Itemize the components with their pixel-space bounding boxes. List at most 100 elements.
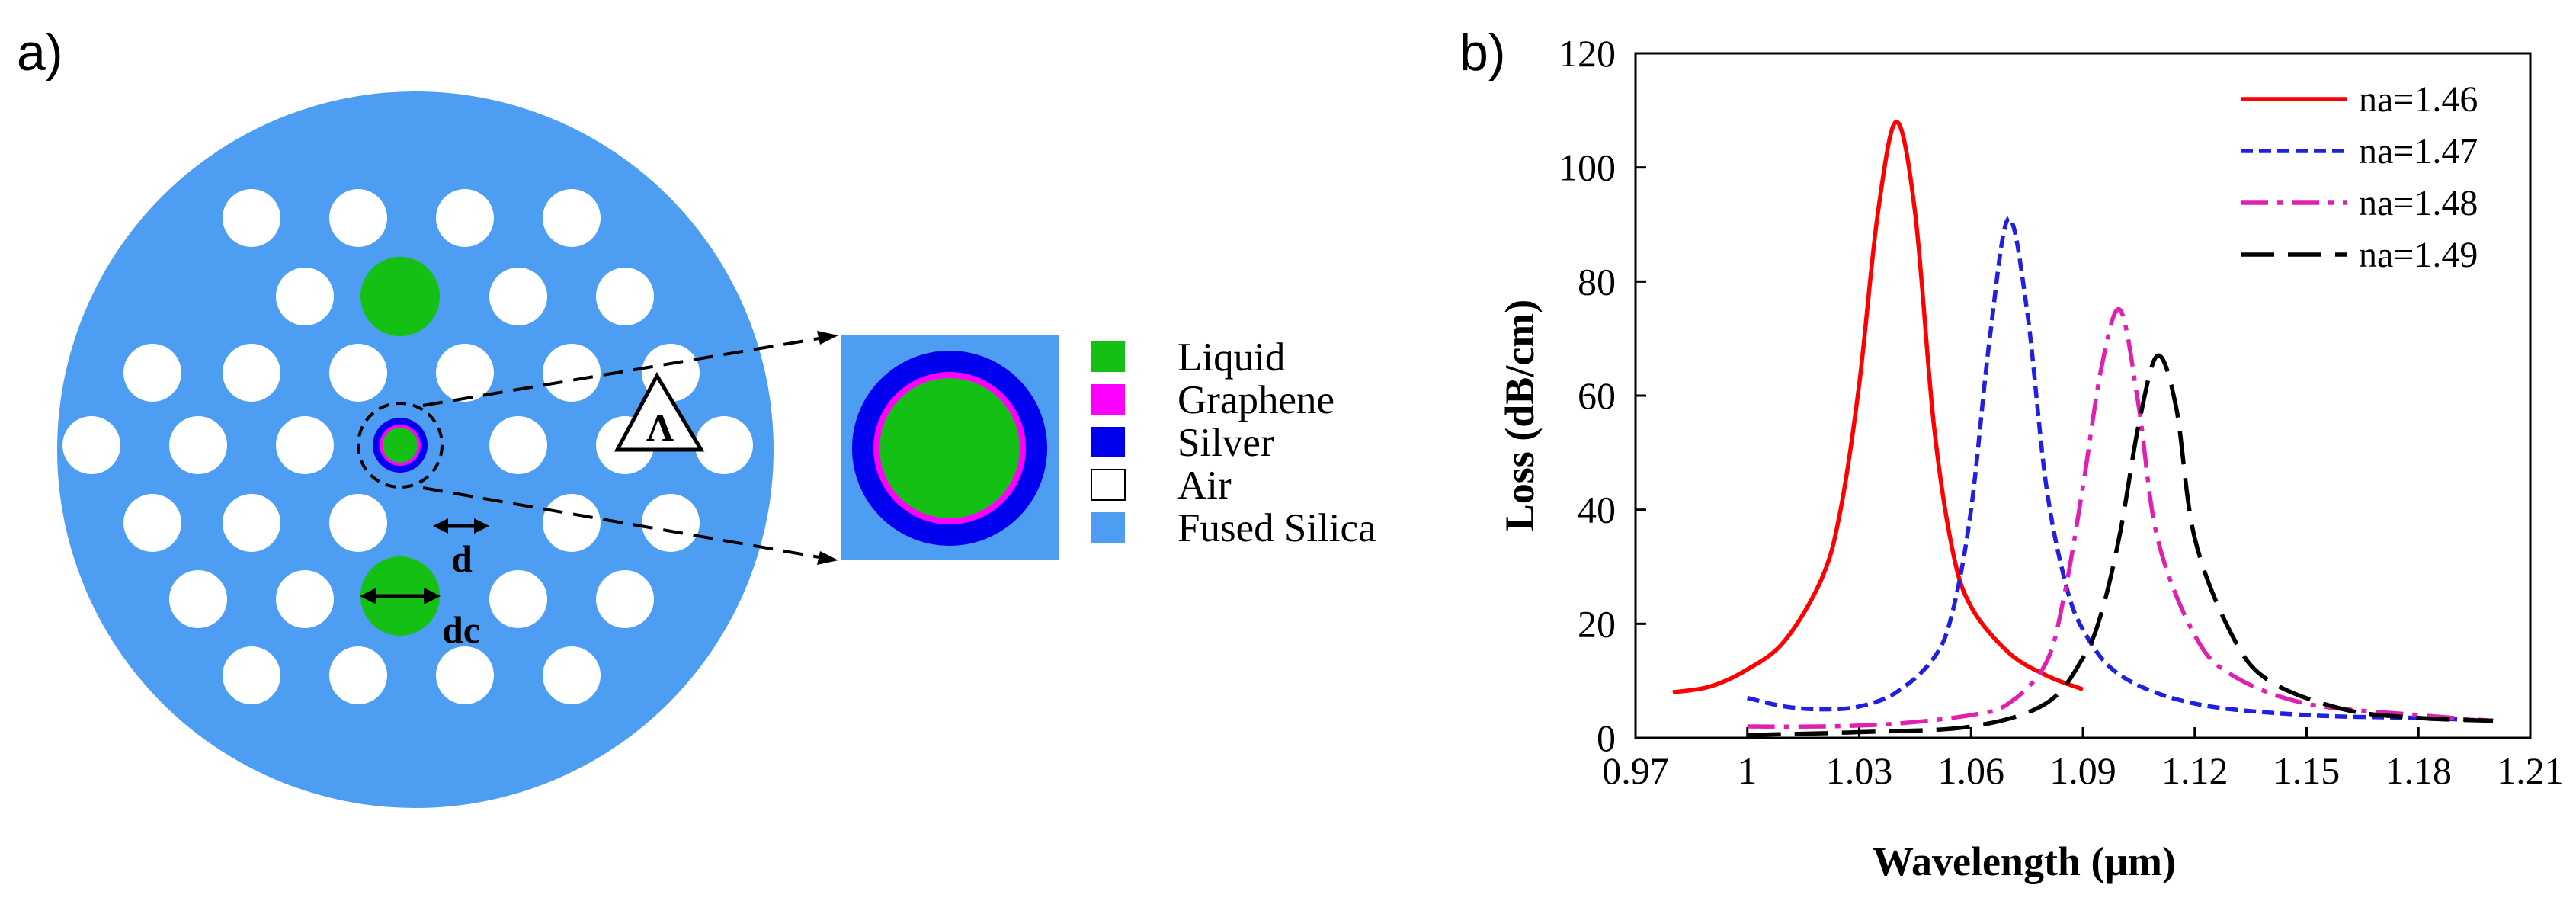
d-arrowhead-right (474, 518, 489, 534)
zoom-line-top (422, 334, 838, 407)
chart-legend-label: na=1.48 (2359, 183, 2478, 223)
air-hole (223, 494, 280, 552)
air-hole (543, 494, 601, 552)
core-inset (841, 335, 1059, 560)
air-hole (489, 416, 547, 474)
lattice-pitch-triangle (614, 371, 705, 452)
y-tick-label: 120 (1559, 32, 1616, 75)
y-tick-label: 80 (1578, 260, 1616, 303)
loss-chart: 0.97 1 1.03 1.06 1.09 1.12 1.15 1.18 1.21 0 20 40 60… (1497, 32, 2564, 884)
air-hole (543, 646, 601, 704)
chart-axes: 0.97 1 1.03 1.06 1.09 1.12 1.15 1.18 1.21 0 20 40 60… (1559, 32, 2564, 792)
x-tick-label: 0.97 (1602, 749, 1669, 792)
x-tick-label: 1.09 (2049, 749, 2116, 792)
air-hole (543, 344, 601, 402)
air-hole (276, 268, 334, 325)
air-hole (169, 570, 227, 628)
air-hole (223, 189, 280, 247)
liquid-channel-top (360, 257, 440, 336)
legend-swatch (1091, 512, 1125, 543)
chart-legend-label: na=1.47 (2359, 131, 2478, 172)
y-tick-label: 100 (1559, 146, 1616, 189)
dc-arrowhead-right (424, 588, 441, 604)
lambda-label: Λ (646, 406, 674, 449)
air-hole (62, 416, 120, 474)
legend-label: Air (1177, 463, 1232, 508)
air-hole (329, 646, 387, 704)
air-hole (436, 344, 494, 402)
x-tick-label: 1.18 (2385, 749, 2453, 792)
x-tick-label: 1.12 (2161, 749, 2228, 792)
legend-swatch (1091, 341, 1125, 372)
y-tick-label: 20 (1578, 602, 1616, 645)
air-hole (642, 494, 700, 552)
y-tick-label: 60 (1578, 374, 1616, 417)
chart-legend-item: na=1.48 (2241, 183, 2478, 223)
air-hole (223, 646, 280, 704)
air-hole (489, 268, 547, 325)
legend-label: Liquid (1177, 335, 1285, 380)
x-tick-label: 1.03 (1826, 749, 1893, 792)
air-hole (123, 494, 181, 552)
core-highlight-circle (357, 402, 444, 489)
chart-legend: na=1.46 na=1.47 na=1.48 na=1.49 (2241, 79, 2478, 275)
y-axis-title: Loss (dB/cm) (1497, 300, 1543, 532)
air-hole (489, 570, 547, 628)
air-hole (596, 268, 654, 325)
chart-legend-item: na=1.47 (2241, 131, 2478, 172)
chart-legend-label: na=1.49 (2359, 235, 2478, 275)
fiber-cross-section: Λ d dc (57, 91, 774, 808)
legend-label: Graphene (1177, 378, 1334, 422)
air-hole (276, 570, 334, 628)
zoom-line-bottom (422, 486, 838, 562)
y-tick-label: 40 (1578, 489, 1616, 531)
panel-b-label: b) (1459, 24, 1505, 82)
chart-legend-item: na=1.46 (2241, 79, 2478, 120)
x-tick-label: 1.21 (2497, 749, 2564, 792)
zoom-arrowhead-top (817, 331, 838, 345)
chart-legend-item: na=1.49 (2241, 235, 2478, 275)
air-hole (276, 416, 334, 474)
air-hole (329, 189, 387, 247)
air-hole (223, 344, 280, 402)
air-hole (695, 416, 753, 474)
legend-label: Silver (1177, 421, 1274, 465)
dc-arrowhead-left (360, 588, 376, 604)
legend-swatch (1091, 427, 1125, 457)
legend-item: Air (1091, 463, 1232, 508)
core-liquid (383, 428, 418, 463)
legend-label: Fused Silica (1177, 506, 1376, 550)
dc-label: dc (442, 608, 480, 651)
legend-item: Silver (1091, 421, 1274, 465)
legend-item: Liquid (1091, 335, 1285, 380)
series-line-na=1.47 (1747, 216, 2494, 723)
x-tick-label: 1.06 (1938, 749, 2005, 792)
legend-swatch (1091, 469, 1126, 501)
d-arrowhead-left (433, 518, 448, 534)
chart-series (1672, 120, 2494, 738)
air-hole (123, 344, 181, 402)
air-hole (329, 494, 387, 552)
series-line-na=1.46 (1672, 120, 2084, 694)
air-hole (436, 189, 494, 247)
d-label: d (451, 537, 473, 580)
panel-a-label: a) (17, 24, 62, 82)
x-axis-title: Wavelength (μm) (1873, 838, 2176, 884)
air-hole (543, 189, 601, 247)
y-tick-label: 0 (1597, 717, 1616, 759)
air-hole (169, 416, 227, 474)
x-tick-label: 1 (1738, 749, 1757, 792)
air-hole (596, 570, 654, 628)
legend-item: Fused Silica (1091, 506, 1376, 550)
legend-swatch (1091, 384, 1125, 415)
zoom-arrowhead-bottom (817, 551, 838, 565)
series-line-na=1.49 (1747, 353, 2494, 738)
series-line-na=1.48 (1747, 306, 2494, 729)
air-hole (329, 344, 387, 402)
legend-item: Graphene (1091, 378, 1334, 422)
inset-liquid-core (879, 378, 1020, 518)
air-hole (436, 646, 494, 704)
x-tick-label: 1.15 (2273, 749, 2341, 792)
